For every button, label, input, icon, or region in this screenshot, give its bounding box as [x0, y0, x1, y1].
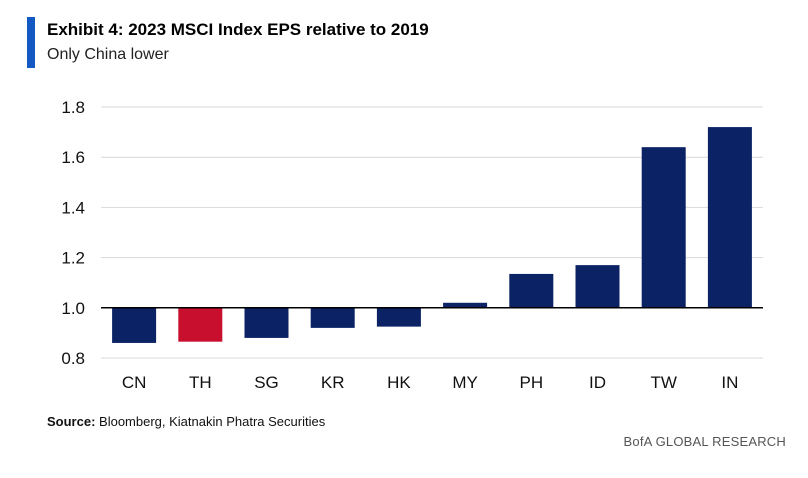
x-tick-label: TW	[650, 373, 676, 392]
brand-label: BofA GLOBAL RESEARCH	[623, 434, 786, 449]
x-tick-label: SG	[254, 373, 279, 392]
x-tick-label: MY	[452, 373, 478, 392]
y-tick-label: 1.0	[61, 299, 85, 318]
bar-my	[443, 302, 488, 308]
source-note: Source: Bloomberg, Kiatnakin Phatra Secu…	[47, 414, 325, 429]
title-accent-bar	[27, 17, 35, 68]
source-text: Bloomberg, Kiatnakin Phatra Securities	[99, 414, 326, 429]
chart-subtitle: Only China lower	[47, 46, 169, 63]
bar-id	[575, 265, 620, 308]
x-tick-label: PH	[519, 373, 543, 392]
bar-kr	[310, 307, 355, 328]
y-tick-label: 1.6	[61, 148, 85, 167]
bar-cn	[112, 307, 157, 343]
bar-th	[178, 307, 223, 342]
x-tick-label: HK	[387, 373, 411, 392]
x-tick-label: IN	[721, 373, 738, 392]
y-tick-label: 0.8	[61, 349, 85, 368]
x-tick-label: ID	[589, 373, 606, 392]
bar-in	[707, 127, 752, 308]
y-tick-label: 1.8	[61, 98, 85, 117]
bar-ph	[509, 273, 554, 308]
chart-title: Exhibit 4: 2023 MSCI Index EPS relative …	[47, 20, 429, 39]
bar-sg	[244, 307, 289, 338]
source-label: Source:	[47, 414, 96, 429]
y-tick-label: 1.4	[61, 198, 85, 217]
bar-hk	[376, 307, 421, 327]
y-tick-label: 1.2	[61, 249, 85, 268]
bar-tw	[641, 147, 686, 308]
x-tick-label: CN	[122, 373, 147, 392]
x-tick-label: KR	[321, 373, 345, 392]
x-tick-label: TH	[189, 373, 212, 392]
